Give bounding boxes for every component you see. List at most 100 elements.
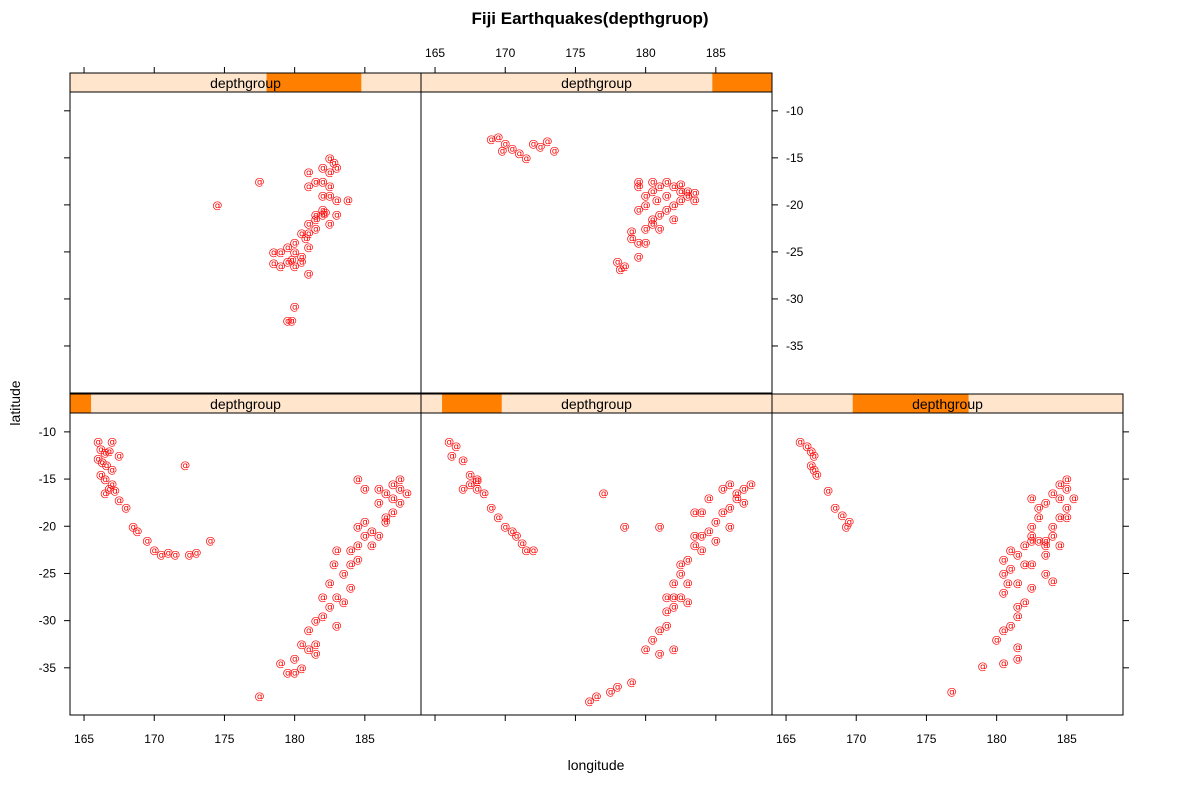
data-point: @	[311, 177, 321, 188]
data-point: @	[110, 486, 120, 497]
data-point: @	[1048, 522, 1058, 533]
data-point: @	[615, 264, 625, 275]
data-point: @	[339, 597, 349, 608]
data-point: @	[739, 498, 749, 509]
data-point: @	[1013, 578, 1023, 589]
data-point: @	[311, 224, 321, 235]
data-point: @	[493, 133, 503, 144]
data-point: @	[332, 593, 342, 604]
data-point: @	[458, 484, 468, 495]
data-point: @	[535, 142, 545, 153]
data-point: @	[318, 210, 328, 221]
data-point: @	[346, 583, 356, 594]
data-point: @	[711, 536, 721, 547]
data-point: @	[697, 545, 707, 556]
data-point: @	[329, 560, 339, 571]
data-point: @	[1006, 545, 1016, 556]
data-point: @	[180, 460, 190, 471]
data-point: @	[1027, 493, 1037, 504]
data-point: @	[795, 437, 805, 448]
data-point: @	[1013, 654, 1023, 665]
data-point: @	[114, 495, 124, 506]
data-point: @	[388, 479, 398, 490]
data-point: @	[641, 200, 651, 211]
data-point: @	[283, 243, 293, 254]
data-point: @	[353, 475, 363, 486]
data-point: @	[669, 602, 679, 613]
data-point: @	[746, 479, 756, 490]
data-point: @	[739, 484, 749, 495]
data-point: @	[297, 229, 307, 240]
data-point: @	[599, 489, 609, 500]
data-point: @	[325, 191, 335, 202]
x-tick-label: 165	[425, 46, 445, 60]
data-point: @	[507, 526, 517, 537]
data-point: @	[1027, 560, 1037, 571]
data-point: @	[978, 661, 988, 672]
data-point: @	[395, 475, 405, 486]
data-point: @	[690, 196, 700, 207]
data-point: @	[325, 602, 335, 613]
data-point: @	[304, 229, 314, 240]
data-point: @	[458, 456, 468, 467]
data-point: @	[290, 654, 300, 665]
data-point: @	[212, 200, 222, 211]
data-point: @	[102, 460, 112, 471]
data-point: @	[163, 548, 173, 559]
data-point: @	[641, 644, 651, 655]
data-point: @	[325, 182, 335, 193]
data-point: @	[725, 479, 735, 490]
data-point: @	[676, 180, 686, 191]
data-point: @	[100, 489, 110, 500]
x-tick-label: 175	[214, 732, 234, 746]
data-point: @	[676, 196, 686, 207]
x-tick-label: 170	[144, 732, 164, 746]
data-point: @	[1027, 531, 1037, 542]
panel-3: depthgroup@@@@@@@@@@@@@@@@@@@@@ @@@@@@@ @@…	[771, 393, 1124, 716]
data-point: @	[402, 489, 412, 500]
data-point: @	[655, 626, 665, 637]
data-point: @	[304, 269, 314, 280]
data-point: @	[823, 486, 833, 497]
data-point: @	[655, 210, 665, 221]
y-tick-label: -15	[39, 472, 57, 486]
data-point: @	[107, 465, 117, 476]
data-point: @	[999, 626, 1009, 637]
data-point: @	[517, 539, 527, 550]
data-point: @	[290, 262, 300, 273]
strip-level-indicator	[852, 394, 969, 413]
strip-background	[70, 394, 421, 413]
data-point: @	[311, 210, 321, 221]
data-point: @	[725, 503, 735, 514]
data-point: @	[290, 302, 300, 313]
data-point: @	[321, 208, 331, 219]
data-point: @	[648, 186, 658, 197]
data-point: @	[346, 560, 356, 571]
data-point: @	[353, 541, 363, 552]
data-point: @	[1041, 498, 1051, 509]
y-tick-label: -35	[786, 339, 804, 353]
data-point: @	[283, 668, 293, 679]
data-point: @	[711, 517, 721, 528]
x-tick-label: 185	[706, 46, 726, 60]
data-point: @	[662, 191, 672, 202]
strip-level-indicator	[442, 394, 502, 413]
data-point: @	[93, 454, 103, 465]
data-point: @	[388, 493, 398, 504]
data-point: @	[367, 541, 377, 552]
data-point: @	[1006, 621, 1016, 632]
data-point: @	[367, 526, 377, 537]
data-point: @	[648, 635, 658, 646]
data-point: @	[269, 259, 279, 270]
data-point: @	[1013, 611, 1023, 622]
data-point: @	[304, 644, 314, 655]
data-point: @	[655, 182, 665, 193]
data-point: @	[627, 227, 637, 238]
data-point: @	[947, 687, 957, 698]
data-point: @	[497, 146, 507, 157]
data-point: @	[627, 233, 637, 244]
data-point: @	[592, 692, 602, 703]
data-point: @	[339, 569, 349, 580]
data-point: @	[704, 493, 714, 504]
data-point: @	[276, 247, 286, 258]
